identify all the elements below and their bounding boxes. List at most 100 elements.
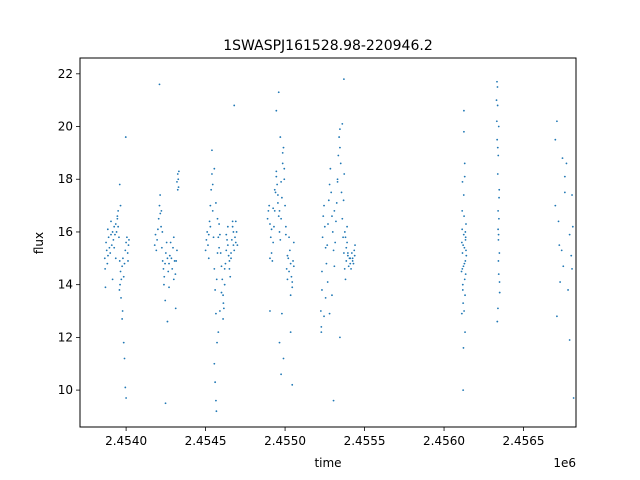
data-point (498, 188, 501, 191)
data-point (463, 109, 465, 112)
data-point (270, 228, 273, 231)
data-point (172, 246, 174, 249)
data-point (568, 339, 571, 341)
data-point (220, 265, 223, 268)
data-point (107, 254, 109, 257)
y-axis-label: flux (32, 232, 46, 254)
data-point (292, 260, 294, 262)
data-point (497, 209, 499, 212)
data-point (119, 270, 122, 273)
data-point (277, 202, 279, 204)
data-point (215, 399, 217, 402)
data-point (562, 265, 565, 268)
data-point (269, 310, 271, 312)
data-point (211, 183, 214, 186)
data-point (498, 252, 501, 254)
data-point (155, 249, 158, 252)
data-point (115, 231, 118, 233)
data-point (351, 257, 354, 260)
data-point (168, 254, 171, 257)
data-point (344, 236, 347, 239)
y-tick-label: 14 (58, 278, 73, 292)
data-point (122, 341, 125, 344)
data-point (460, 241, 463, 244)
data-point (108, 246, 111, 249)
data-point (463, 278, 466, 281)
data-point (232, 231, 235, 233)
data-point (160, 209, 163, 212)
data-point (164, 402, 167, 405)
x-tick-label: 2.4540 (105, 434, 147, 448)
data-point (339, 162, 342, 165)
data-point (277, 194, 279, 196)
data-point (497, 228, 499, 231)
data-point (109, 252, 112, 254)
data-point (462, 233, 465, 236)
data-point (326, 244, 329, 247)
data-point (346, 241, 348, 244)
data-point (219, 310, 221, 312)
data-point (269, 257, 271, 260)
data-point (223, 283, 226, 286)
data-point (113, 225, 116, 228)
data-point (461, 209, 464, 212)
data-point (331, 215, 333, 218)
data-point (556, 315, 558, 318)
data-point (321, 236, 324, 239)
data-point (556, 120, 558, 123)
data-point (267, 209, 270, 212)
data-point (103, 257, 106, 260)
data-point (281, 162, 284, 165)
data-point (224, 262, 227, 265)
data-point (333, 209, 336, 212)
data-point (207, 257, 210, 260)
data-point (280, 217, 282, 220)
data-point (222, 318, 224, 320)
data-point (342, 236, 344, 239)
data-point (496, 320, 499, 323)
data-point (571, 225, 574, 228)
data-point (464, 331, 466, 334)
x-axis-label: time (314, 456, 341, 470)
data-point (127, 260, 129, 262)
data-point (226, 225, 229, 228)
data-point (119, 204, 122, 207)
data-point (349, 257, 352, 260)
data-point (215, 312, 217, 315)
data-point (323, 204, 325, 207)
data-point (222, 302, 225, 305)
data-point (465, 254, 468, 257)
data-point (351, 260, 354, 262)
data-point (273, 188, 276, 191)
data-point (554, 204, 557, 207)
data-point (496, 104, 499, 107)
data-point (215, 410, 218, 413)
data-point (231, 220, 234, 223)
data-point (272, 207, 275, 210)
data-point (176, 188, 179, 191)
data-point (120, 296, 122, 299)
data-point (343, 267, 346, 270)
data-point (208, 220, 211, 223)
data-point (320, 331, 323, 334)
data-point (347, 265, 350, 268)
data-point (282, 357, 285, 360)
data-point (223, 267, 226, 270)
data-point (125, 397, 127, 399)
data-point (289, 294, 292, 297)
data-point (463, 130, 465, 133)
data-point (464, 231, 467, 233)
y-tick-label: 20 (58, 120, 73, 134)
data-point (281, 151, 284, 154)
data-point (234, 241, 237, 244)
data-point (335, 220, 337, 223)
data-point (278, 341, 281, 344)
data-point (160, 225, 162, 228)
data-point (275, 109, 278, 112)
data-point (273, 225, 275, 228)
data-point (461, 267, 464, 270)
data-point (329, 167, 332, 170)
data-point (271, 260, 274, 262)
